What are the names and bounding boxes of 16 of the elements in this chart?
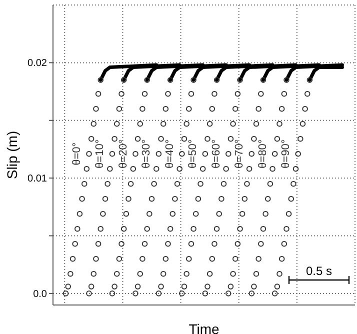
- text: θ=70°: [234, 139, 246, 168]
- text: θ=20°: [117, 139, 130, 168]
- text: θ=50°: [187, 139, 200, 168]
- text: θ=10°: [94, 139, 106, 168]
- x-axis-title: Time: [188, 321, 220, 334]
- y-tick-label: 0.0: [33, 289, 48, 300]
- text: θ=90°: [280, 139, 292, 168]
- y-axis-title: Slip (m): [4, 130, 20, 180]
- text: θ=60°: [210, 139, 222, 168]
- text: θ=0°: [71, 142, 84, 166]
- text: θ=80°: [256, 139, 269, 168]
- annotation: 0.5 s: [306, 264, 332, 278]
- y-tick-label: 0.02: [28, 58, 48, 70]
- y-tick-label: 0.01: [28, 174, 48, 185]
- text: θ=30°: [140, 139, 153, 168]
- text: θ=40°: [164, 139, 176, 168]
